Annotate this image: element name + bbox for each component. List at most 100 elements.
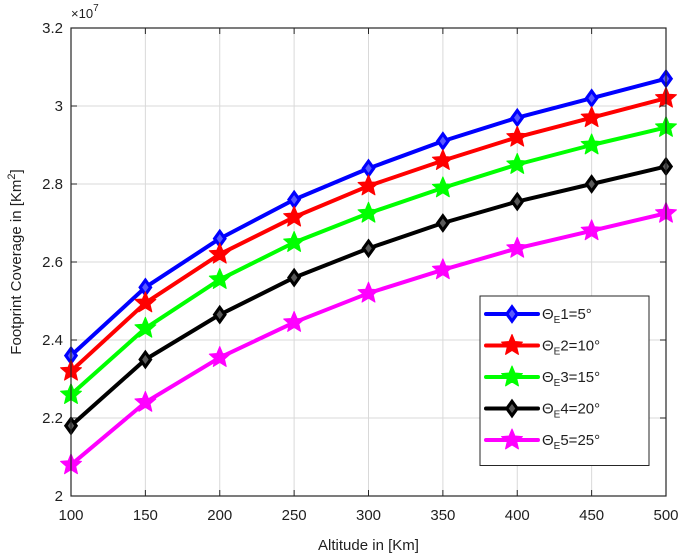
legend-label-sub: E: [554, 315, 561, 326]
legend: ΘE1=5°ΘE2=10°ΘE3=15°ΘE4=20°ΘE5=25°: [479, 295, 650, 466]
y-axis-title-suffix: ]: [8, 169, 25, 173]
y-axis-title-prefix: Footprint Coverage in [Km: [8, 180, 25, 355]
legend-swatch-marker: [501, 365, 523, 387]
legend-label: ΘE5=25°: [542, 432, 600, 452]
data-point: [580, 106, 603, 128]
data-point: [283, 231, 306, 252]
y-tick-label: 2.8: [42, 176, 63, 193]
data-point-highlight: [142, 282, 149, 292]
data-point-highlight: [514, 197, 521, 207]
legend-label-prefix: Θ: [542, 338, 554, 355]
data-point-highlight: [142, 355, 149, 364]
data-point: [431, 176, 454, 198]
x-tick-label: 400: [505, 507, 530, 524]
data-point: [138, 349, 153, 370]
x-axis-title: Altitude in [Km]: [318, 537, 419, 554]
legend-label-sub: E: [554, 410, 561, 421]
tick-layer: [70, 27, 667, 497]
data-point-highlight: [216, 310, 223, 320]
data-point: [431, 149, 454, 170]
x-tick-label: 150: [133, 507, 158, 524]
data-point-highlight: [439, 218, 447, 228]
x-tick-label: 300: [356, 507, 381, 524]
legend-swatch-marker-highlight: [508, 404, 516, 413]
data-point: [584, 174, 599, 194]
legend-swatch-marker: [504, 398, 520, 419]
data-point-highlight: [514, 113, 521, 123]
data-point: [361, 238, 376, 259]
legend-label-suffix: 2=10°: [560, 338, 600, 355]
data-point: [287, 267, 302, 288]
data-point-highlight: [290, 273, 298, 283]
data-point: [212, 304, 227, 325]
x-tick-label: 100: [58, 507, 83, 524]
legend-label: ΘE1=5°: [542, 306, 592, 326]
data-point: [357, 201, 380, 223]
data-point-highlight: [439, 136, 447, 146]
legend-label-suffix: 4=20°: [560, 401, 600, 418]
data-point: [506, 153, 529, 174]
y-exponent-base: ×10: [71, 6, 93, 21]
legend-item: ΘE2=10°: [484, 334, 600, 358]
legend-label-prefix: Θ: [542, 369, 554, 386]
legend-swatch-marker-highlight: [508, 309, 516, 319]
data-point: [580, 219, 603, 241]
legend-items: ΘE1=5°ΘE2=10°ΘE3=15°ΘE4=20°ΘE5=25°: [484, 304, 600, 452]
data-point: [208, 268, 231, 289]
y-exponent-label: ×107: [71, 3, 99, 21]
legend-label-prefix: Θ: [542, 306, 554, 323]
data-point: [283, 205, 306, 227]
legend-label-suffix: 1=5°: [560, 306, 591, 323]
legend-item: ΘE5=25°: [484, 428, 600, 452]
data-point: [134, 291, 157, 313]
data-point-highlight: [588, 93, 595, 103]
x-tick-label: 250: [282, 507, 307, 524]
y-axis-title-sup: 2: [6, 173, 18, 179]
data-point: [357, 174, 380, 196]
data-point: [357, 281, 380, 303]
data-point: [506, 236, 529, 258]
tick-label-layer: 100 150 200 250 300 350 400 450 500 2 2.2 2.4 2.6 2.8…: [42, 20, 678, 524]
data-point-highlight: [365, 163, 372, 173]
data-point-highlight: [365, 243, 372, 253]
data-point: [506, 125, 529, 147]
series-layer: [60, 68, 677, 475]
x-tick-label: 200: [207, 507, 232, 524]
legend-label: ΘE3=15°: [542, 369, 600, 389]
legend-label-suffix: 3=15°: [560, 369, 600, 386]
y-tick-label: 2.2: [42, 410, 63, 427]
series-2: [60, 86, 677, 381]
legend-label-suffix: 5=25°: [560, 432, 600, 449]
y-exponent-power: 7: [93, 3, 99, 14]
legend-swatch-marker: [501, 428, 523, 450]
y-tick-label: 2.6: [42, 254, 63, 271]
series-3: [60, 115, 677, 404]
y-tick-label: 2.4: [42, 332, 63, 349]
y-tick-label: 3.2: [42, 20, 63, 37]
series-5: [60, 201, 677, 475]
data-point: [283, 310, 306, 332]
legend-swatch-marker: [504, 304, 520, 324]
data-point: [134, 390, 157, 412]
data-point: [208, 242, 231, 264]
data-point: [134, 316, 157, 338]
data-point: [580, 133, 603, 155]
series-1: [63, 68, 674, 366]
y-tick-label: 3: [55, 98, 63, 115]
data-point-highlight: [588, 179, 595, 189]
y-tick-label: 2: [55, 488, 63, 505]
x-tick-label: 500: [653, 507, 678, 524]
legend-label-sub: E: [554, 347, 561, 358]
data-point: [208, 346, 231, 367]
data-point-highlight: [290, 195, 298, 205]
data-point-highlight: [216, 234, 223, 244]
legend-label-sub: E: [554, 378, 561, 389]
legend-label-prefix: Θ: [542, 432, 554, 449]
legend-swatch-marker: [501, 334, 523, 355]
x-tick-label: 350: [430, 507, 455, 524]
legend-label-sub: E: [554, 441, 561, 452]
data-point: [431, 258, 454, 280]
